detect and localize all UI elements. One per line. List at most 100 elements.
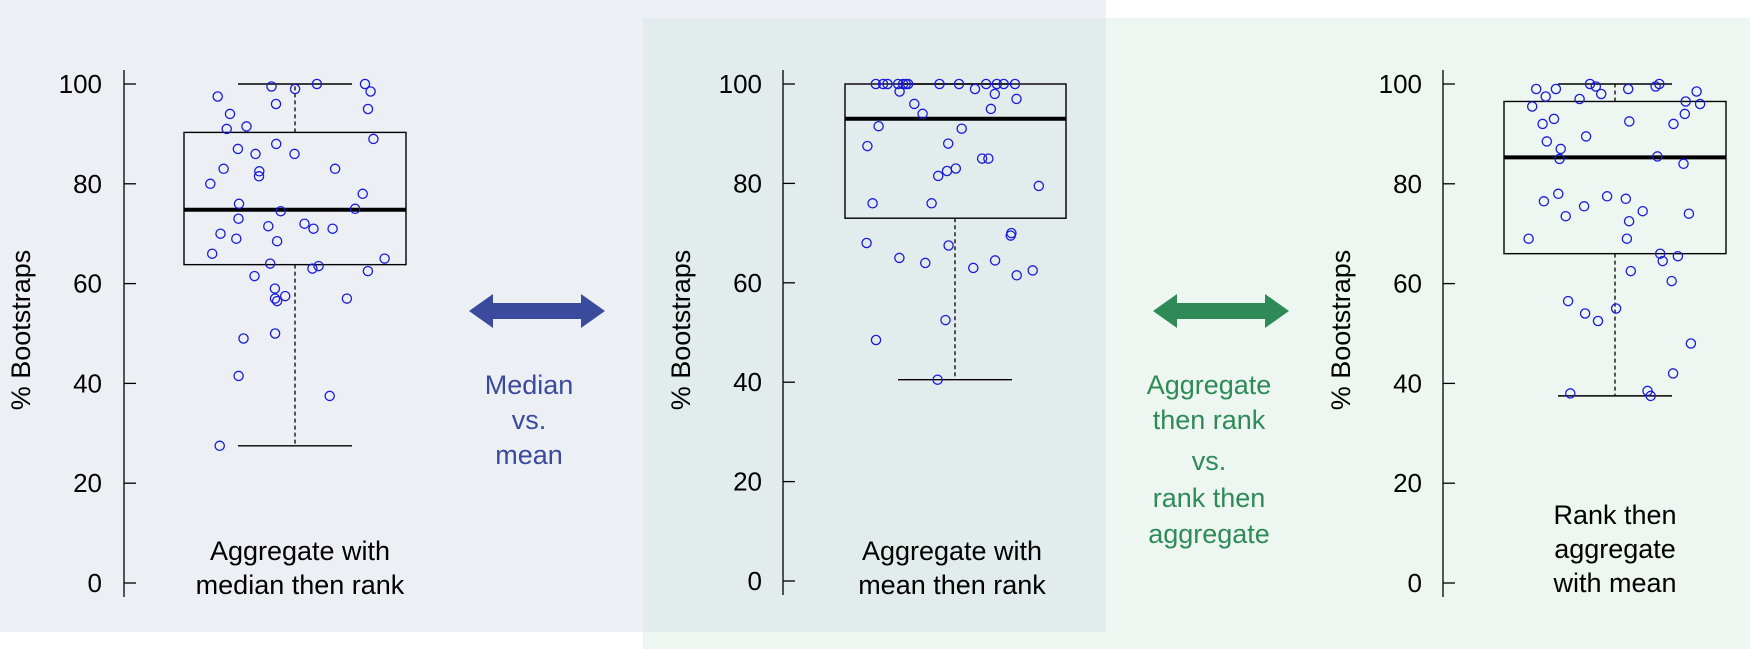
data-point <box>241 121 252 132</box>
data-point <box>1548 113 1560 125</box>
boxplot-panel-2: 0 20 40 60 80 100 % Bootstraps Aggregate with me… <box>666 69 1067 600</box>
data-point <box>989 255 1001 266</box>
data-point <box>359 78 371 90</box>
data-point <box>941 165 953 177</box>
data-point <box>1555 143 1566 155</box>
data-point <box>311 78 323 90</box>
data-point <box>1553 188 1564 200</box>
panel-caption-line: aggregate <box>1554 534 1676 564</box>
data-point <box>1537 118 1548 130</box>
data-point <box>882 78 893 90</box>
data-point <box>894 252 905 264</box>
data-point <box>900 78 912 90</box>
data-point <box>968 262 979 274</box>
data-point <box>1680 96 1691 107</box>
data-point <box>250 148 261 160</box>
data-point <box>233 213 244 224</box>
data-point <box>950 163 962 174</box>
data-point <box>909 98 920 110</box>
y-tick-label: 100 <box>719 69 762 99</box>
data-point <box>1683 208 1695 219</box>
data-point <box>870 334 882 346</box>
data-point <box>1624 116 1635 127</box>
y-tick-label: 20 <box>73 468 102 498</box>
comparison-1: Median vs. mean <box>469 294 605 470</box>
data-point <box>327 223 338 234</box>
data-point <box>1530 83 1542 95</box>
data-point <box>233 198 245 210</box>
panel-caption-line: Rank then <box>1553 500 1676 530</box>
data-point <box>1541 136 1553 147</box>
data-point <box>991 78 1003 90</box>
data-point <box>1579 308 1591 319</box>
data-point <box>1595 88 1607 100</box>
data-point <box>1610 303 1622 314</box>
data-point <box>926 198 937 209</box>
data-point <box>1666 275 1677 287</box>
data-point <box>215 228 226 239</box>
y-tick-label: 20 <box>733 467 762 497</box>
data-point <box>269 328 281 339</box>
data-point <box>1650 81 1661 92</box>
data-point <box>254 166 265 177</box>
comparison-label-line: mean <box>495 440 563 470</box>
panel-caption-line: Aggregate with <box>862 536 1042 566</box>
data-point <box>329 163 341 175</box>
data-point <box>1005 230 1016 241</box>
data-point <box>324 390 335 402</box>
data-point <box>892 78 904 90</box>
data-point <box>214 440 225 452</box>
y-tick-label: 40 <box>73 368 102 398</box>
data-point <box>861 237 872 249</box>
box-iqr <box>1503 100 1727 255</box>
data-point <box>232 143 244 155</box>
y-tick-label: 40 <box>1393 368 1422 398</box>
data-point <box>379 253 390 264</box>
y-tick-label: 80 <box>733 168 762 198</box>
comparison-label-line: vs. <box>1192 446 1227 476</box>
data-point <box>362 265 374 277</box>
data-point <box>1679 108 1691 120</box>
y-axis-label: % Bootstraps <box>1326 250 1356 411</box>
boxplot-panel-3: 0 20 40 60 80 100 % Bootstraps Rank then aggrega… <box>1326 69 1727 598</box>
y-tick-label: 100 <box>59 69 102 99</box>
data-point <box>894 86 905 97</box>
box-iqr <box>183 131 407 266</box>
y-tick-label: 0 <box>1408 568 1422 598</box>
data-point <box>1672 250 1684 262</box>
data-point <box>1011 270 1022 281</box>
data-point <box>1540 91 1551 102</box>
panel-caption-line: with mean <box>1552 568 1676 598</box>
data-point <box>942 138 954 149</box>
data-point <box>299 218 310 229</box>
data-point <box>1694 98 1706 110</box>
data-point <box>934 78 945 90</box>
boxplot-panel-1: 0 20 40 60 80 100 % Bootstraps Aggregate with me… <box>6 69 407 600</box>
data-point <box>1691 86 1702 97</box>
data-point <box>270 98 282 110</box>
data-point <box>269 283 281 294</box>
data-point <box>1657 255 1668 267</box>
data-point <box>1027 265 1038 276</box>
data-point <box>349 203 361 215</box>
data-point <box>1565 388 1576 399</box>
comparison-label-line: vs. <box>512 405 547 435</box>
data-point <box>1667 368 1679 379</box>
y-tick-label: 0 <box>748 566 762 596</box>
data-point <box>983 153 994 164</box>
data-point <box>1622 83 1634 95</box>
data-point <box>1637 205 1648 217</box>
data-point <box>989 88 1001 100</box>
data-point <box>1009 78 1021 90</box>
data-point <box>1562 295 1574 307</box>
data-point <box>932 374 943 385</box>
data-point <box>221 123 232 135</box>
data-point <box>1685 338 1697 349</box>
data-point <box>870 78 882 90</box>
data-point <box>1668 118 1679 130</box>
data-point <box>271 235 283 247</box>
y-tick-label: 40 <box>733 367 762 397</box>
data-point <box>1578 201 1590 212</box>
data-point <box>873 120 884 132</box>
